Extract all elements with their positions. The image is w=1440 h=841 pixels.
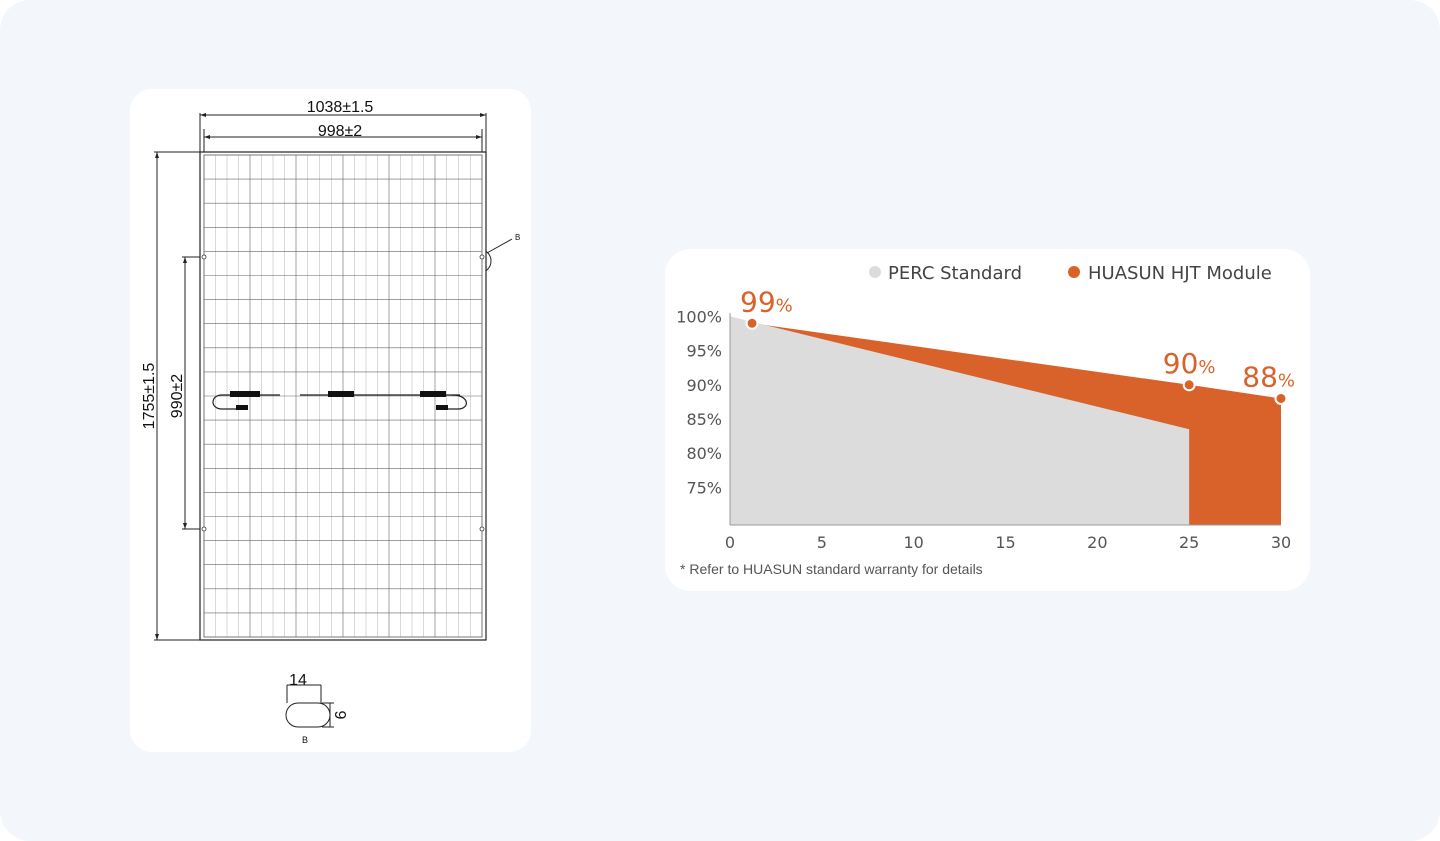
legend-perc-label: PERC Standard xyxy=(888,263,1022,284)
detail-dim-height: 9 xyxy=(331,711,348,720)
detail-marker-label: B xyxy=(515,233,520,242)
x-tick-label: 10 xyxy=(903,533,923,552)
x-tick-label: 0 xyxy=(725,533,735,552)
detail-slot xyxy=(285,684,334,728)
data-point-marker xyxy=(1182,378,1196,392)
series-perc-area xyxy=(730,316,1190,525)
dim-inner-width: 998±2 xyxy=(318,123,362,140)
y-tick-label: 100% xyxy=(676,307,722,326)
y-axis-ticks: 100% 95% 90% 85% 80% 75% xyxy=(676,307,722,497)
dim-inner-height: 990±2 xyxy=(169,374,186,418)
data-point-marker xyxy=(1274,391,1288,405)
x-axis-ticks: 0 5 10 15 20 25 30 xyxy=(725,533,1291,552)
y-tick-label: 75% xyxy=(686,478,722,497)
legend-hjt-swatch xyxy=(1068,266,1080,278)
legend: PERC Standard HUASUN HJT Module xyxy=(869,263,1272,284)
data-point-marker xyxy=(745,316,759,330)
y-tick-label: 85% xyxy=(686,410,722,429)
y-tick-label: 95% xyxy=(686,342,722,361)
x-tick-label: 25 xyxy=(1179,533,1199,552)
data-label: 99% xyxy=(740,285,793,318)
detail-dim-width: 14 xyxy=(289,672,307,689)
legend-hjt-label: HUASUN HJT Module xyxy=(1088,263,1272,284)
module-drawing-card: 1038±1.5 998±2 1755±1.5 990±2 B xyxy=(130,89,531,752)
data-label: 88% xyxy=(1242,360,1295,393)
detail-caption: B xyxy=(302,735,308,745)
chart-footnote: * Refer to HUASUN standard warranty for … xyxy=(680,561,983,577)
warranty-chart-card: PERC Standard HUASUN HJT Module 100% 95% 9… xyxy=(665,249,1310,591)
dim-outer-width: 1038±1.5 xyxy=(307,99,374,116)
x-tick-label: 30 xyxy=(1271,533,1291,552)
x-tick-label: 5 xyxy=(817,533,827,552)
module-drawing: 1038±1.5 998±2 1755±1.5 990±2 B xyxy=(141,99,520,745)
dim-outer-height: 1755±1.5 xyxy=(141,363,158,430)
warranty-chart: PERC Standard HUASUN HJT Module 100% 95% 9… xyxy=(676,263,1295,577)
y-tick-label: 80% xyxy=(686,444,722,463)
data-label: 90% xyxy=(1163,347,1216,380)
x-tick-label: 15 xyxy=(995,533,1015,552)
legend-perc-swatch xyxy=(869,266,881,278)
x-tick-label: 20 xyxy=(1087,533,1107,552)
y-tick-label: 90% xyxy=(686,376,722,395)
